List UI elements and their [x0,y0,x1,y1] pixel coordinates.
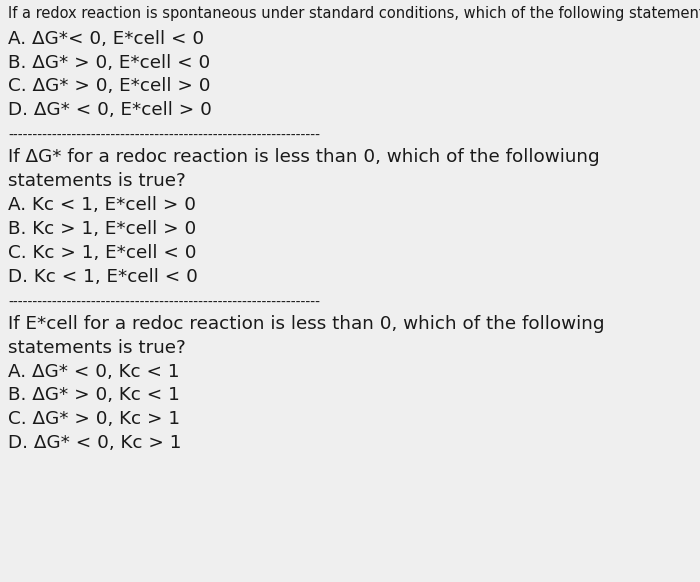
Text: D. ΔG* < 0, Kc > 1: D. ΔG* < 0, Kc > 1 [8,434,182,452]
Text: C. ΔG* > 0, Kc > 1: C. ΔG* > 0, Kc > 1 [8,410,181,428]
Text: A. ΔG* < 0, Kc < 1: A. ΔG* < 0, Kc < 1 [8,363,180,381]
Text: If a redox reaction is spontaneous under standard conditions, which of the follo: If a redox reaction is spontaneous under… [8,6,700,21]
Text: A. ΔG*< 0, E*cell < 0: A. ΔG*< 0, E*cell < 0 [8,30,204,48]
Text: ----------------------------------------------------------------: ----------------------------------------… [8,129,321,143]
Text: If ΔG* for a redoc reaction is less than 0, which of the followiung: If ΔG* for a redoc reaction is less than… [8,148,600,166]
Text: B. ΔG* > 0, Kc < 1: B. ΔG* > 0, Kc < 1 [8,386,181,404]
Text: statements is true?: statements is true? [8,172,186,190]
Text: ----------------------------------------------------------------: ----------------------------------------… [8,296,321,310]
Text: C. Kc > 1, E*cell < 0: C. Kc > 1, E*cell < 0 [8,244,197,262]
Text: If E*cell for a redoc reaction is less than 0, which of the following: If E*cell for a redoc reaction is less t… [8,315,605,333]
Text: D. Kc < 1, E*cell < 0: D. Kc < 1, E*cell < 0 [8,268,198,286]
Text: D. ΔG* < 0, E*cell > 0: D. ΔG* < 0, E*cell > 0 [8,101,212,119]
Text: A. Kc < 1, E*cell > 0: A. Kc < 1, E*cell > 0 [8,196,197,214]
Text: C. ΔG* > 0, E*cell > 0: C. ΔG* > 0, E*cell > 0 [8,77,211,95]
Text: B. Kc > 1, E*cell > 0: B. Kc > 1, E*cell > 0 [8,220,197,238]
Text: B. ΔG* > 0, E*cell < 0: B. ΔG* > 0, E*cell < 0 [8,54,211,72]
Text: statements is true?: statements is true? [8,339,186,357]
